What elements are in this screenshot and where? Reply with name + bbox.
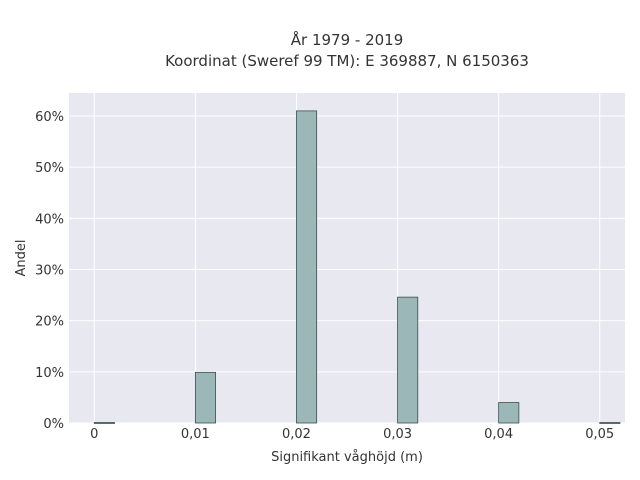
bar-1 [194, 371, 216, 424]
bar-5 [599, 422, 621, 424]
bar-2 [296, 110, 318, 424]
chart-title-line-2: Koordinat (Sweref 99 TM): E 369887, N 61… [165, 52, 529, 70]
plot-area [69, 93, 625, 423]
y-tick-label-6: 60% [35, 110, 64, 125]
grid-lines [69, 93, 625, 424]
x-tick-labels: 0 0,01 0,02 0,03 0,04 0,05 [90, 427, 614, 442]
y-tick-labels: 0% 10% 20% 30% 40% 50% 60% [35, 110, 64, 432]
y-tick-label-3: 30% [35, 264, 64, 279]
bars [93, 110, 621, 424]
bar-0 [93, 422, 115, 424]
bar-4 [498, 402, 520, 424]
x-axis-label: Signifikant våghöjd (m) [271, 450, 423, 465]
y-tick-label-4: 40% [35, 212, 64, 227]
bar-3 [397, 296, 419, 424]
y-axis-label: Andel [14, 240, 29, 277]
x-tick-label-0: 0 [90, 427, 98, 442]
y-tick-label-1: 10% [35, 366, 64, 381]
y-tick-label-2: 20% [35, 315, 64, 330]
y-tick-label-5: 50% [35, 161, 64, 176]
x-tick-label-2: 0,02 [282, 427, 311, 442]
x-tick-label-3: 0,03 [383, 427, 412, 442]
x-tick-label-1: 0,01 [181, 427, 210, 442]
chart-title-line-1: År 1979 - 2019 [291, 30, 404, 49]
y-tick-label-0: 0% [43, 417, 64, 432]
x-tick-label-4: 0,04 [484, 427, 513, 442]
x-tick-label-5: 0,05 [585, 427, 614, 442]
